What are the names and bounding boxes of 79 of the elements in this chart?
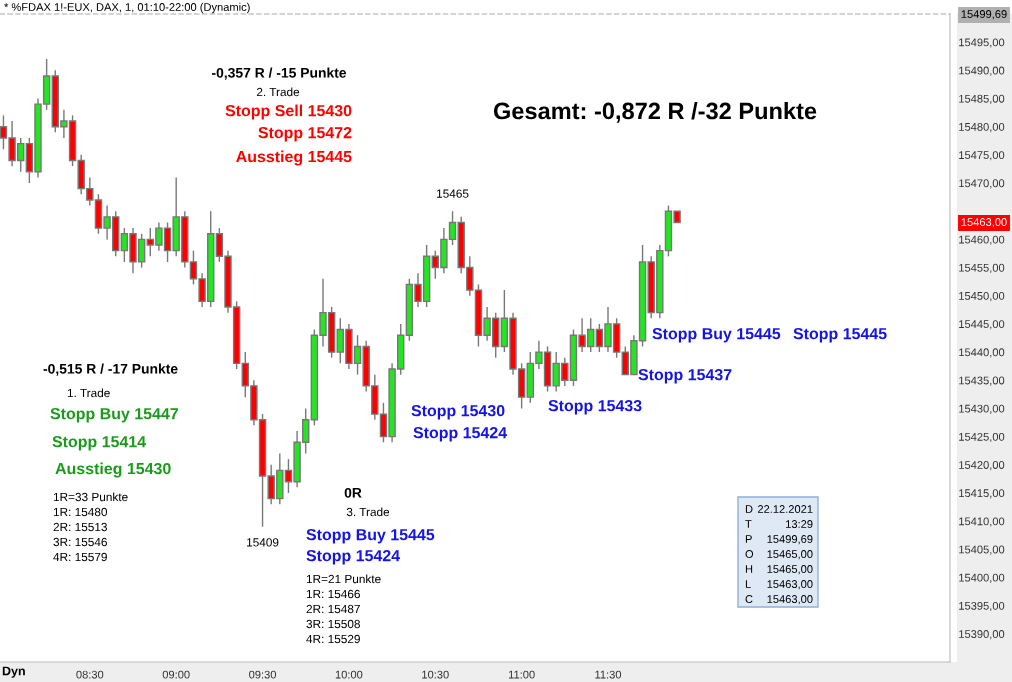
text: 15463,00 (961, 218, 1007, 228)
y-tick-label: 15485,00 (959, 94, 1005, 104)
annotation: Stopp 15414 (52, 435, 147, 451)
x-tick-label: 09:00 (162, 670, 190, 679)
annotation: Stopp Buy 15445 (306, 528, 435, 544)
annotation: Stopp 15424 (306, 549, 401, 565)
y-tick-label: 15415,00 (959, 489, 1005, 499)
y-tick-label: 15435,00 (959, 376, 1005, 386)
annotation: 1R=21 Punkte (306, 574, 381, 584)
annotation: 15409 (247, 538, 279, 547)
y-tick-label: 15410,00 (959, 517, 1005, 527)
annotation: Stopp 15433 (548, 399, 642, 415)
annotation: 1R: 15466 (306, 589, 360, 599)
annotation: Stopp Sell 15430 (225, 104, 352, 120)
annotation: 2R: 15487 (306, 604, 360, 614)
x-tick-label: 10:00 (335, 670, 363, 679)
y-tick-label: 15390,00 (959, 630, 1005, 640)
annotation: 1R: 15480 (53, 507, 108, 517)
annotation: 3R: 15508 (306, 619, 360, 629)
annotation: 15499,69 (767, 535, 813, 545)
annotation: 2R: 15513 (53, 522, 107, 532)
annotation: 15463,00 (767, 595, 813, 605)
annotation: 4R: 15579 (53, 552, 107, 562)
annotation: 2. Trade (256, 87, 300, 97)
y-tick-label: 15455,00 (959, 263, 1005, 274)
y-tick-label: 15425,00 (959, 432, 1005, 443)
annotation: Stopp 15424 (413, 426, 508, 442)
annotation: 13:29 (786, 520, 813, 528)
y-tick-label: 15475,00 (959, 151, 1005, 161)
y-tick-label: 15460,00 (959, 235, 1005, 245)
annotation: 15465,00 (767, 565, 813, 575)
y-tick-label: 15440,00 (959, 348, 1005, 358)
annotation: Stopp 15472 (258, 126, 352, 142)
y-tick-label: 15495,00 (959, 38, 1005, 48)
annotation: Ausstieg 15430 (55, 462, 171, 478)
y-tick-label: 15480,00 (959, 122, 1005, 133)
chart-title: * %FDAX 1!-EUX, DAX, 1, 01:10-22:00 (Dynamic) (4, 2, 250, 14)
annotation: D (745, 505, 753, 513)
y-tick-label: 15430,00 (959, 404, 1005, 414)
x-tick-label: 11:00 (508, 670, 535, 679)
annotation: C (745, 595, 753, 603)
annotation: Stopp Buy 15445 (652, 327, 781, 343)
annotation: T (745, 520, 752, 528)
annotation: 3. Trade (346, 507, 390, 517)
y-tick-label: 15400,00 (959, 573, 1005, 583)
y-tick-label: 15395,00 (959, 601, 1005, 612)
annotation: L (745, 580, 751, 588)
x-tick-label: 10:30 (422, 670, 449, 679)
annotation: -0,357 R / -15 Punkte (212, 67, 347, 80)
annotation: H (745, 565, 753, 573)
y-tick-label: 15490,00 (959, 66, 1005, 76)
x-tick-label: 08:30 (76, 670, 104, 679)
y-tick-label: 15445,00 (959, 320, 1005, 330)
text: 15499,69 (961, 10, 1007, 20)
annotation: Stopp 15430 (411, 404, 505, 420)
annotation: 22.12.2021 (757, 505, 813, 513)
y-tick-label: 15450,00 (959, 292, 1005, 302)
annotation: 15463,00 (767, 580, 813, 590)
annotation: O (745, 550, 754, 558)
annotation: 15465 (437, 189, 469, 198)
annotation: 1R=33 Punkte (53, 492, 128, 502)
annotation: Ausstieg 15445 (236, 150, 352, 166)
annotation: -0,515 R / -17 Punkte (43, 363, 178, 376)
x-tick-label: 11:30 (595, 670, 622, 679)
annotation: 15465,00 (767, 550, 813, 560)
annotation: P (745, 535, 752, 543)
annotation: 4R: 15529 (306, 634, 360, 644)
x-tick-label: 09:30 (249, 670, 277, 679)
annotation: Stopp 15437 (638, 368, 732, 384)
annotation: 0R (344, 487, 362, 498)
annotation: Gesamt: -0,872 R /-32 Punkte (493, 102, 817, 123)
text: Dyn (2, 666, 25, 678)
annotation: 1. Trade (67, 388, 110, 398)
annotation: 3R: 15546 (53, 537, 107, 547)
y-tick-label: 15420,00 (959, 461, 1005, 471)
y-tick-label: 15470,00 (959, 179, 1005, 189)
annotation: Stopp 15445 (793, 327, 887, 343)
annotation: Stopp Buy 15447 (50, 407, 178, 423)
y-tick-label: 15405,00 (959, 545, 1005, 555)
